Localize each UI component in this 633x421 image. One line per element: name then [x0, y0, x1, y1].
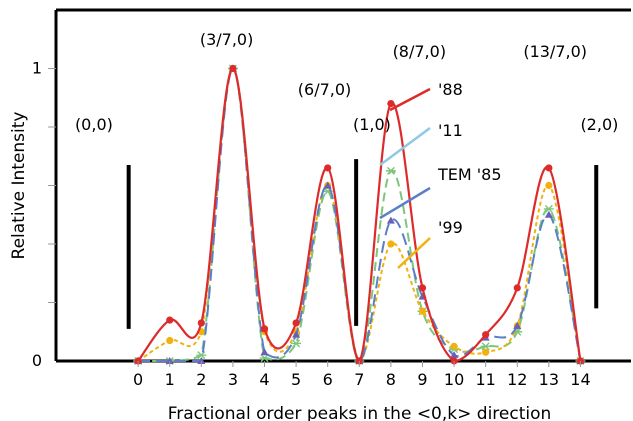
peak-label: (2,0) [580, 115, 618, 134]
x-tick-label: 14 [570, 370, 590, 389]
vertical-marker-lines [126, 159, 599, 329]
legend-arrow [397, 237, 431, 269]
data-point [260, 348, 269, 356]
y-tick-label: 1 [32, 59, 42, 78]
data-point [197, 357, 206, 364]
legend-arrow [379, 126, 431, 167]
x-tick-label: 2 [196, 370, 206, 389]
data-point [544, 210, 553, 218]
peak-annotations: (0,0) (3/7,0) (6/7,0)(1,0) (8/7,0) (13/7,0) (… [75, 30, 618, 134]
data-point [166, 316, 174, 324]
peak-label: (3/7,0) [200, 30, 254, 49]
x-tick-label: 11 [475, 370, 495, 389]
legend-arrow [379, 186, 431, 220]
data-point [418, 284, 427, 292]
data-point [291, 339, 302, 348]
data-point [480, 342, 491, 351]
series-layer [133, 64, 586, 365]
x-tick-label: 0 [133, 370, 143, 389]
data-point [292, 330, 301, 338]
x-tick-label: 4 [259, 370, 269, 389]
data-point [387, 240, 395, 248]
data-point [324, 164, 332, 172]
peak-label: (13/7,0) [523, 42, 587, 61]
data-point [543, 204, 554, 213]
legend: '88 '11 TEM '85 '99 [379, 80, 502, 269]
x-tick-label: 10 [444, 370, 464, 389]
x-tick-label: 1 [165, 370, 175, 389]
peak-label: (8/7,0) [393, 42, 447, 61]
x-tick-label: 3 [228, 370, 238, 389]
legend-label: TEM '85 [437, 165, 502, 184]
data-point [482, 348, 490, 356]
y-tick-label: 0 [32, 351, 42, 370]
data-point [323, 181, 332, 189]
data-point [260, 325, 269, 333]
data-point [386, 216, 395, 224]
x-tick-label: 7 [354, 370, 364, 389]
data-point [229, 64, 237, 73]
x-tick-label: 9 [417, 370, 427, 389]
x-axis-label: Fractional order peaks in the <0,k> dire… [168, 404, 552, 421]
axis-ticks: 010 1 2 3 4 5 6 7 8 9 10 11 12 13 14 [32, 59, 591, 390]
x-tick-label: 5 [291, 370, 301, 389]
x-tick-label: 6 [323, 370, 333, 389]
legend-label: '88 [438, 80, 463, 99]
peak-label: (1,0) [353, 115, 391, 134]
x-tick-label: 12 [507, 370, 527, 389]
series-line [137, 67, 582, 363]
x-tick-label: 8 [386, 370, 396, 389]
legend-arrow [389, 87, 431, 112]
data-point [513, 284, 521, 292]
data-point [166, 336, 174, 345]
data-point [513, 321, 522, 329]
data-point [259, 354, 270, 363]
data-point [196, 351, 207, 360]
x-tick-label: 13 [539, 370, 559, 389]
data-point [545, 164, 553, 172]
data-point [387, 100, 395, 108]
data-point [292, 319, 300, 327]
data-point [197, 319, 205, 327]
data-point [450, 351, 459, 359]
peak-label: (6/7,0) [298, 80, 352, 99]
data-point [482, 331, 490, 339]
data-point [165, 357, 174, 364]
data-point [545, 181, 553, 190]
series-0 [134, 64, 585, 365]
data-point [418, 307, 427, 315]
data-point [385, 166, 396, 175]
data-point [450, 342, 458, 350]
peak-label: (0,0) [75, 115, 113, 134]
legend-label: '11 [438, 121, 463, 140]
legend-label: '99 [438, 218, 463, 237]
y-axis-label: Relative Intensity [9, 112, 29, 260]
